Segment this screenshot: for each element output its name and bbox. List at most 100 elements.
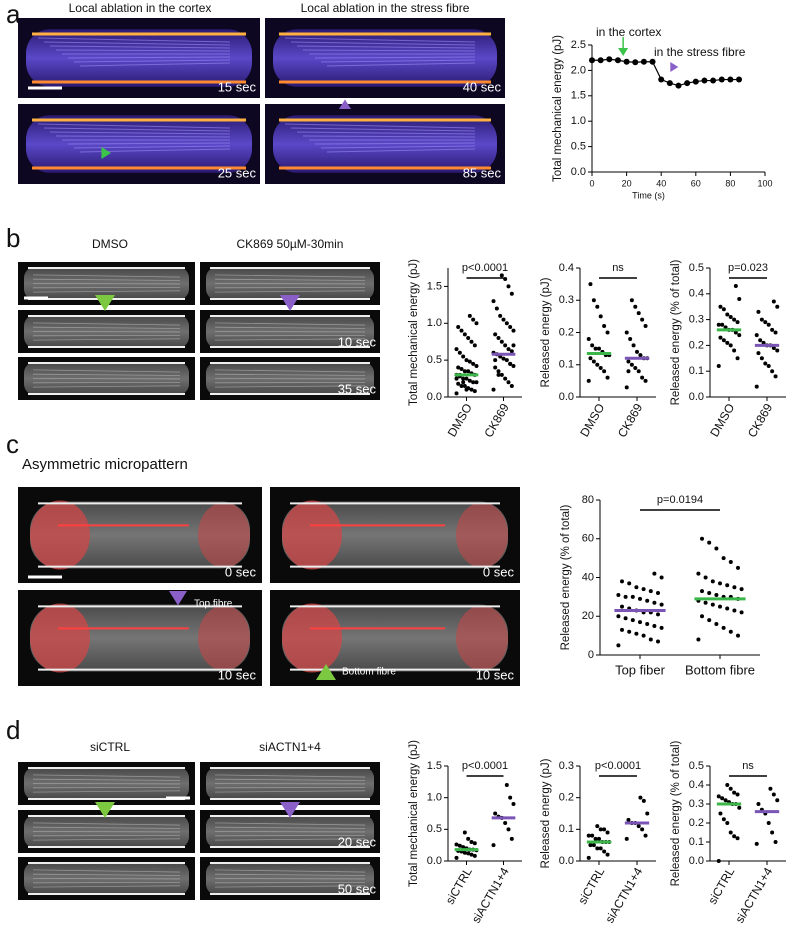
data-point bbox=[707, 618, 712, 623]
data-point bbox=[606, 56, 613, 63]
fibre bbox=[32, 778, 181, 781]
data-point bbox=[638, 620, 642, 625]
data-point bbox=[586, 378, 591, 383]
data-point bbox=[503, 277, 508, 282]
data-point bbox=[766, 821, 771, 825]
fibre bbox=[49, 131, 231, 135]
data-point bbox=[640, 58, 647, 65]
data-point bbox=[754, 841, 759, 846]
data-point bbox=[472, 389, 477, 394]
fibre bbox=[214, 774, 366, 778]
data-point bbox=[770, 830, 775, 835]
data-point bbox=[703, 575, 708, 580]
fibre bbox=[32, 322, 181, 326]
y-tick-label: 0.0 bbox=[689, 855, 704, 867]
data-point bbox=[511, 364, 516, 369]
data-point bbox=[593, 346, 598, 351]
data-point bbox=[493, 811, 498, 816]
arrowhead bbox=[169, 591, 187, 606]
data-point bbox=[710, 77, 717, 84]
x-tick-label: CK869 bbox=[745, 401, 776, 440]
data-point bbox=[773, 374, 778, 379]
data-point bbox=[649, 58, 656, 65]
data-point bbox=[595, 846, 600, 851]
x-tick-label: Top fiber bbox=[615, 662, 666, 677]
data-point bbox=[721, 338, 726, 343]
arrowhead bbox=[280, 802, 300, 818]
data-point bbox=[732, 834, 737, 839]
data-point bbox=[735, 792, 740, 797]
data-point bbox=[624, 385, 629, 390]
data-point bbox=[605, 375, 610, 380]
significance-label: p<0.0001 bbox=[462, 262, 508, 274]
data-point bbox=[634, 631, 639, 636]
data-point bbox=[597, 346, 601, 351]
data-point bbox=[714, 546, 719, 551]
data-point bbox=[602, 827, 607, 832]
cell bbox=[282, 604, 508, 672]
data-point bbox=[666, 80, 673, 87]
y-tick-label: 1.0 bbox=[427, 317, 442, 329]
data-point bbox=[773, 330, 778, 335]
data-point bbox=[590, 343, 595, 348]
fibre bbox=[290, 41, 476, 46]
y-tick-label: 0.1 bbox=[689, 836, 704, 848]
fibre bbox=[214, 290, 366, 293]
data-point bbox=[472, 841, 477, 846]
y-axis-label: Total mechanical energy (pJ) bbox=[552, 35, 564, 182]
data-point bbox=[773, 840, 778, 844]
data-point bbox=[595, 304, 600, 309]
data-point bbox=[754, 333, 759, 338]
data-point bbox=[498, 313, 503, 318]
timestamp: 10 sec bbox=[338, 334, 377, 349]
fibre bbox=[284, 37, 476, 43]
data-point bbox=[588, 356, 593, 361]
fibre bbox=[32, 274, 181, 278]
data-point bbox=[716, 794, 721, 799]
data-point bbox=[766, 322, 771, 327]
data-point bbox=[735, 356, 740, 361]
data-point bbox=[614, 57, 621, 64]
data-point bbox=[471, 380, 476, 385]
data-point bbox=[474, 380, 479, 385]
fibre bbox=[32, 385, 181, 388]
fibre bbox=[302, 135, 476, 138]
data-point bbox=[631, 343, 636, 348]
arrowhead bbox=[316, 664, 336, 680]
data-point bbox=[735, 836, 740, 841]
data-point bbox=[628, 336, 633, 341]
data-point bbox=[474, 321, 479, 326]
data-point bbox=[598, 314, 603, 319]
data-point bbox=[725, 783, 730, 787]
y-axis-label: Released energy (% of total) bbox=[670, 259, 682, 405]
annotation: in the stress fibre bbox=[654, 45, 746, 59]
adhesive-end bbox=[198, 605, 250, 671]
y-tick-label: 0.3 bbox=[559, 294, 574, 306]
data-point bbox=[454, 347, 459, 352]
fibre bbox=[214, 274, 366, 278]
data-point bbox=[456, 381, 461, 386]
data-point bbox=[471, 317, 476, 322]
data-point bbox=[718, 604, 722, 609]
data-point bbox=[635, 349, 639, 354]
fibre bbox=[214, 326, 366, 329]
significance-label: p=0.023 bbox=[728, 262, 768, 274]
fibre bbox=[214, 885, 366, 888]
fibre bbox=[55, 135, 231, 138]
data-point bbox=[605, 330, 610, 335]
data-point bbox=[595, 362, 600, 367]
fibre bbox=[214, 838, 366, 841]
fibre bbox=[296, 45, 476, 49]
data-point bbox=[754, 384, 759, 389]
data-point bbox=[499, 372, 504, 377]
data-point bbox=[728, 315, 733, 320]
significance-label: p<0.0001 bbox=[595, 760, 641, 772]
data-point bbox=[770, 327, 775, 332]
data-point bbox=[659, 602, 664, 607]
fibre bbox=[37, 123, 231, 129]
y-axis-label: Released energy (pJ) bbox=[540, 758, 552, 868]
data-point bbox=[735, 320, 740, 325]
y-axis-label: Released energy (% of total) bbox=[670, 740, 682, 886]
data-point bbox=[725, 821, 730, 825]
data-point bbox=[759, 317, 764, 322]
